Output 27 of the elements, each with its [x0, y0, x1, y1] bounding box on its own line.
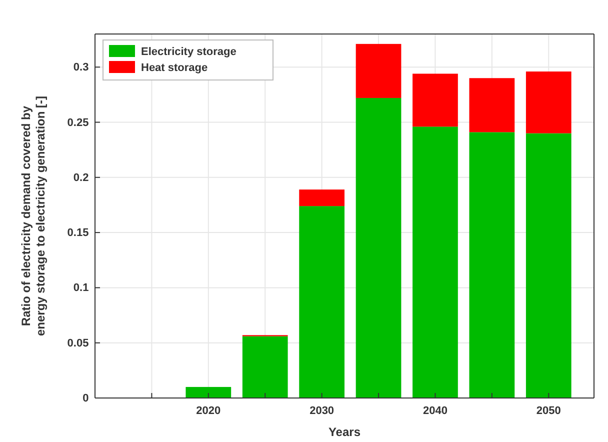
bar — [356, 44, 402, 98]
y-tick-label: 0.1 — [73, 282, 89, 294]
y-tick-label: 0.25 — [67, 116, 89, 129]
bar — [299, 206, 344, 398]
bar — [242, 336, 288, 398]
y-tick-label: 0.3 — [73, 62, 89, 74]
bar — [469, 78, 515, 132]
bar — [526, 133, 572, 398]
x-tick-label: 2040 — [422, 405, 448, 418]
bar — [299, 190, 344, 206]
x-tick-label: 2030 — [310, 405, 334, 418]
legend-label: Electricity storage — [141, 46, 236, 58]
y-tick-label: 0.2 — [73, 172, 89, 184]
bar — [469, 132, 515, 398]
y-tick-label: 0 — [82, 392, 89, 405]
x-tick-label: 2050 — [536, 405, 561, 418]
bar — [186, 386, 232, 398]
bar — [412, 74, 458, 127]
bar — [526, 72, 572, 134]
bar — [356, 98, 402, 398]
x-tick-label: 2020 — [196, 405, 221, 418]
bar — [412, 126, 458, 398]
legend-label: Heat storage — [141, 62, 208, 74]
y-tick-label: 0.15 — [67, 227, 89, 240]
y-tick-label: 0.05 — [67, 337, 89, 350]
x-axis-title: Years — [328, 425, 361, 439]
y-axis-title: Ratio of electricity demand covered by energy storage to electricity generation [-] — [19, 96, 48, 336]
